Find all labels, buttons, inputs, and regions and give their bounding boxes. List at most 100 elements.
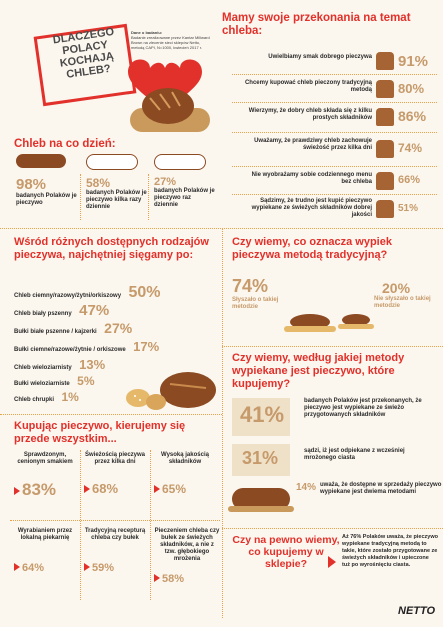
sure-text: Aż 76% Polaków uważa, że pieczywo wypiek… [342, 534, 438, 568]
traditional-title: Czy wiemy, co oznacza wypiek pieczywa me… [232, 236, 392, 261]
bread-icon [154, 154, 206, 170]
type-label: Chleb ciemny/razowy/żytni/orkiszowy [14, 293, 122, 299]
conviction-pct: 51% [398, 203, 419, 214]
conviction-pct: 80% [398, 81, 425, 96]
source-text: Badanie zrealizowane przez Kantar Millwa… [131, 35, 210, 50]
plate-icon [338, 324, 374, 329]
convictions-section: Mamy swoje przekonania na temat chleba: [222, 12, 437, 38]
buying-item: Świeżością pieczywa przez kilka dni 68% [84, 452, 146, 498]
buying-text: Tradycyjną recepturą chleba czy bułek [84, 528, 146, 541]
buying-pct: 64% [22, 562, 45, 574]
arrow-icon [154, 573, 160, 582]
bread-icon [16, 154, 66, 168]
source-label: Dane o badaniu: [131, 30, 163, 35]
type-pct: 47% [79, 302, 110, 319]
conviction-row: Wierzymy, że dobry chleb składa się z ki… [222, 106, 437, 130]
logo-text: NETTO [398, 605, 436, 617]
buying-pct: 68% [92, 481, 119, 496]
bread-slice-icon [376, 140, 394, 158]
type-row: Bułki białe pszenne / kajzerki 27% [14, 320, 224, 338]
convictions-list: Uwielbiamy smak dobrego pieczywa 91% Chc… [222, 44, 437, 224]
traditional-pct: 20% [382, 280, 411, 296]
bread-slice-icon [376, 108, 394, 126]
type-pct: 50% [128, 284, 161, 301]
bread-icon [342, 314, 370, 326]
daily-text: badanych Polaków je pieczywo kilka razy … [86, 190, 147, 210]
type-pct: 27% [104, 320, 133, 336]
conviction-row: Sądzimy, że trudno jest kupić pieczywo w… [222, 196, 437, 222]
type-row: Bułki ciemne/razowe/żytnie / orkiszowe 1… [14, 338, 224, 356]
buying-item: Tradycyjną recepturą chleba czy bułek 59… [84, 528, 146, 576]
convictions-title: Mamy swoje przekonania na temat chleba: [222, 12, 411, 37]
method-item: 14% uważa, że dostępne w sprzedaży piecz… [228, 482, 441, 526]
method-text: sądzi, iż jest odpiekane z wcześniej mro… [304, 448, 405, 461]
source-note: Dane o badaniu: Badanie zrealizowane prz… [131, 30, 211, 50]
conviction-pct: 91% [398, 53, 429, 70]
method-title: Czy wiemy, według jakiej metody wypiekan… [232, 352, 405, 390]
method-pct: 31% [242, 448, 279, 468]
bread-basket-illustration [126, 372, 216, 410]
daily-item: 27% badanych Polaków je pieczywo raz dzi… [154, 176, 216, 209]
method-text: badanych Polaków jest przekonanych, że p… [304, 398, 422, 418]
type-row: Chleb wieloziarnisty 13% [14, 356, 134, 374]
bread-slice-icon [376, 200, 394, 218]
netto-logo: NETTO [398, 605, 435, 617]
method-pct: 41% [240, 402, 285, 427]
conviction-text: Chcemy kupować chleb pieczony tradycyjną… [244, 80, 372, 93]
daily-section: 98% badanych Polaków je pieczywo 58% bad… [10, 152, 220, 224]
traditional-item: 74% Słyszało o takiej metodzie [232, 276, 342, 344]
loaf-icon [160, 372, 216, 408]
type-label: Chleb chrupki [14, 397, 55, 403]
buying-text: Sprawdzonym, cenionym smakiem [17, 452, 73, 465]
types-list: Chleb ciemny/razowy/żytni/orkiszowy 50% … [14, 284, 224, 404]
daily-text: badanych Polaków je pieczywo raz dzienni… [154, 188, 215, 208]
buying-item: Wysoką jakością składników 65% [154, 452, 216, 498]
method-text: uważa, że dostępne w sprzedaży pieczywo … [320, 482, 442, 495]
conviction-text: Wierzymy, że dobry chleb składa się z ki… [248, 108, 372, 121]
type-row: Chleb ciemny/razowy/żytni/orkiszowy 50% [14, 284, 224, 302]
conviction-pct: 74% [398, 141, 423, 155]
traditional-pct: 74% [232, 276, 269, 296]
buying-pct: 59% [92, 562, 115, 574]
daily-text: badanych Polaków je pieczywo [16, 193, 77, 206]
daily-item: 98% badanych Polaków je pieczywo [16, 176, 78, 207]
conviction-text: Uważamy, że prawdziwy chleb zachowuje św… [254, 138, 372, 151]
conviction-text: Nie wyobrażamy sobie codziennego menu be… [251, 172, 372, 185]
buying-text: Pieczeniem chleba czy bułek ze świeżych … [154, 528, 220, 562]
bread-slice-icon [376, 80, 394, 98]
conviction-pct: 86% [398, 108, 427, 124]
type-row: Chleb chrupki 1% [14, 388, 134, 406]
heart-bread-illustration [128, 59, 210, 132]
traditional-text: Nie słyszało o takiej metodzie [374, 296, 431, 309]
daily-pct: 27% [154, 176, 177, 188]
pct-box [232, 398, 290, 436]
buying-title: Kupując pieczywo, kierujemy się przede w… [14, 420, 186, 445]
buying-grid: Sprawdzonym, cenionym smakiem 83% Świeżo… [10, 448, 222, 618]
daily-pct: 58% [86, 176, 111, 190]
conviction-pct: 66% [398, 174, 421, 186]
buying-pct: 65% [162, 482, 187, 496]
buying-item: Sprawdzonym, cenionym smakiem 83% [14, 452, 76, 500]
arrow-icon [14, 562, 20, 571]
arrow-icon [84, 562, 90, 571]
bread-icon [86, 154, 138, 170]
buying-pct: 58% [162, 573, 185, 585]
conviction-text: Sądzimy, że trudno jest kupić pieczywo w… [251, 198, 372, 218]
pct-box [232, 444, 290, 476]
type-pct: 17% [133, 339, 160, 354]
conviction-row: Uważamy, że prawdziwy chleb zachowuje św… [222, 136, 437, 164]
roll-icon [126, 389, 150, 407]
type-row: Chleb biały pszenny 47% [14, 302, 224, 320]
bread-slice-icon [376, 172, 394, 190]
type-label: Chleb wieloziarnisty [14, 365, 72, 371]
type-label: Chleb biały pszenny [14, 311, 72, 317]
traditional-item: 20% Nie słyszało o takiej metodzie [338, 280, 437, 344]
daily-title: Chleb na co dzień: [14, 138, 116, 150]
heart-icon [128, 59, 202, 112]
roll-icon [146, 394, 166, 410]
sure-title: Czy na pewno wiemy, co kupujemy w sklepi… [232, 534, 340, 570]
hero-section: DLACZEGO POLACY KOCHAJĄ CHLEB? Dane o ba… [0, 0, 218, 135]
bread-board-icon [232, 488, 290, 510]
type-pct: 5% [77, 374, 95, 388]
method-item: 31% sądzi, iż jest odpiekane z wcześniej… [232, 444, 437, 478]
